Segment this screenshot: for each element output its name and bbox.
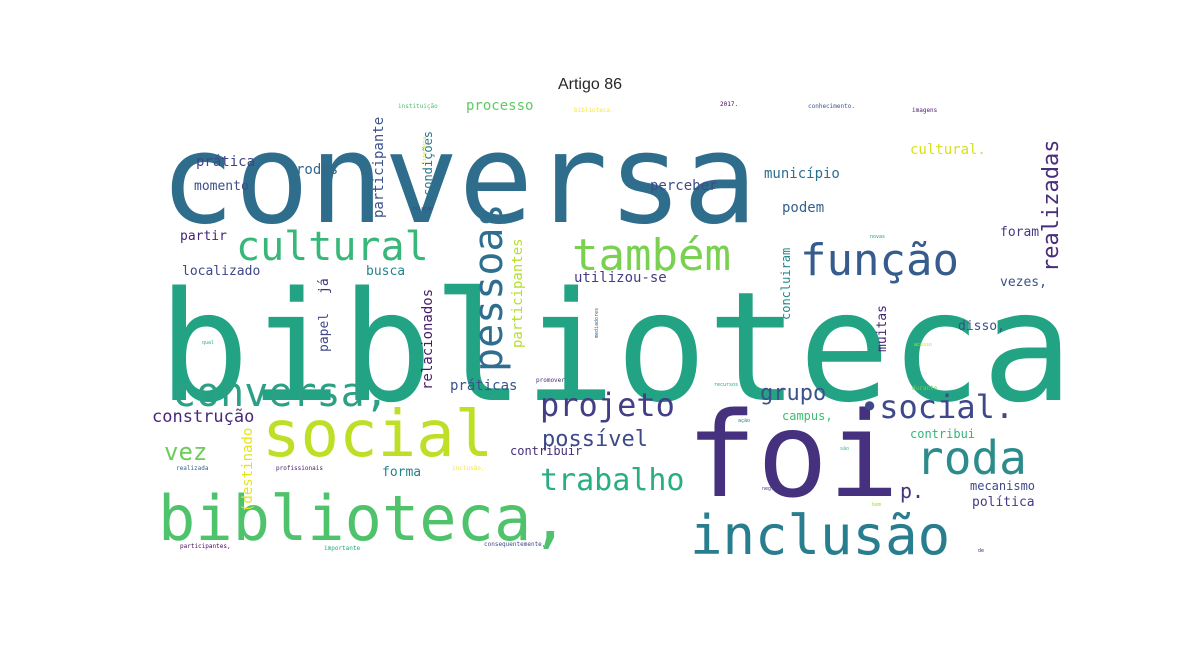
cloud-word: importante	[324, 545, 361, 552]
cloud-word: rodas	[296, 162, 338, 178]
cloud-word: durante	[912, 385, 938, 392]
cloud-word: utilizou-se	[574, 270, 667, 286]
cloud-word: concluiram	[779, 248, 793, 320]
cloud-word: conversa,	[172, 370, 389, 416]
cloud-word: foi	[686, 386, 899, 524]
cloud-word: cultural	[236, 224, 429, 270]
cloud-word: vezes,	[1000, 275, 1047, 290]
cloud-word: p.	[900, 479, 924, 503]
cloud-word: pessoas	[466, 203, 512, 372]
cloud-word: campus,	[782, 409, 833, 423]
cloud-word: contribuir	[510, 444, 582, 458]
cloud-word: conversa	[160, 108, 757, 252]
cloud-word: relação	[412, 206, 433, 212]
cloud-word: condições	[421, 131, 435, 196]
cloud-word: muitas	[875, 305, 890, 352]
cloud-word: ação	[738, 418, 750, 424]
cloud-word: papel	[317, 313, 332, 352]
cloud-word: são	[840, 446, 849, 452]
cloud-word: também	[572, 230, 731, 281]
cloud-word: partir	[180, 229, 227, 244]
cloud-word: mediadores	[594, 308, 600, 338]
cloud-word: município	[764, 166, 840, 182]
cloud-word: já	[317, 278, 332, 294]
cloud-word: profissionais	[276, 465, 323, 472]
cloud-word: mecanismo	[970, 479, 1035, 493]
cloud-word: momento	[194, 179, 249, 194]
cloud-word: biblioteca	[158, 259, 1073, 436]
cloud-word: imagens	[912, 107, 938, 114]
cloud-word: contribui	[910, 427, 975, 441]
cloud-word: disso,	[958, 319, 1005, 334]
cloud-word: processo	[466, 98, 533, 114]
cloud-word: construção	[152, 407, 254, 427]
cloud-word: relacionados	[420, 289, 436, 390]
cloud-word: inclusão	[690, 504, 950, 567]
cloud-word: cultural.	[910, 142, 986, 158]
cloud-word: qual	[202, 340, 214, 346]
cloud-word: biblioteca,	[158, 482, 569, 555]
cloud-word: roda	[916, 431, 1027, 485]
cloud-word: projeto	[540, 386, 675, 424]
cloud-word: negros	[762, 486, 780, 492]
cloud-word: de	[978, 548, 984, 554]
cloud-word: 2017.	[720, 101, 738, 108]
cloud-word: biblioteca.	[574, 107, 614, 114]
cloud-word: (destinado	[240, 428, 256, 512]
cloud-word: realizadas	[1039, 140, 1064, 272]
cloud-word: participantes	[510, 238, 526, 348]
cloud-word: social	[262, 398, 493, 472]
cloud-word: prática	[196, 154, 255, 170]
cloud-word: forma	[382, 465, 421, 480]
cloud-word: vez	[164, 438, 207, 466]
cloud-word: podem	[782, 200, 824, 216]
cloud-word: política	[972, 495, 1035, 510]
cloud-word: inclusão,	[452, 465, 485, 472]
cloud-word: acesso	[914, 342, 932, 348]
cloud-word: conhecimento.	[808, 103, 855, 110]
cloud-word: •social.	[860, 388, 1014, 426]
cloud-word: perceber	[650, 178, 717, 194]
cloud-word: foram	[1000, 225, 1039, 240]
cloud-word: práticas	[450, 378, 517, 394]
cloud-word: grupo	[760, 381, 826, 406]
cloud-word: consequentemente,	[484, 541, 545, 548]
cloud-word: realizada	[176, 465, 209, 472]
cloud-word: bem	[872, 502, 881, 508]
cloud-word: função	[800, 235, 959, 286]
cloud-word: instituição	[398, 103, 438, 110]
cloud-word: localizado	[182, 264, 260, 279]
cloud-word: literária	[421, 137, 428, 164]
cloud-word: busca	[366, 264, 405, 279]
cloud-word: novas	[870, 234, 885, 240]
cloud-word: participantes,	[180, 543, 231, 550]
cloud-word: trabalho	[540, 463, 685, 498]
figure-title: Artigo 86	[557, 76, 623, 93]
cloud-word: promover	[536, 377, 565, 384]
cloud-word: participante	[371, 117, 387, 218]
cloud-word: recursos	[714, 382, 738, 388]
cloud-word: possível	[542, 427, 648, 452]
